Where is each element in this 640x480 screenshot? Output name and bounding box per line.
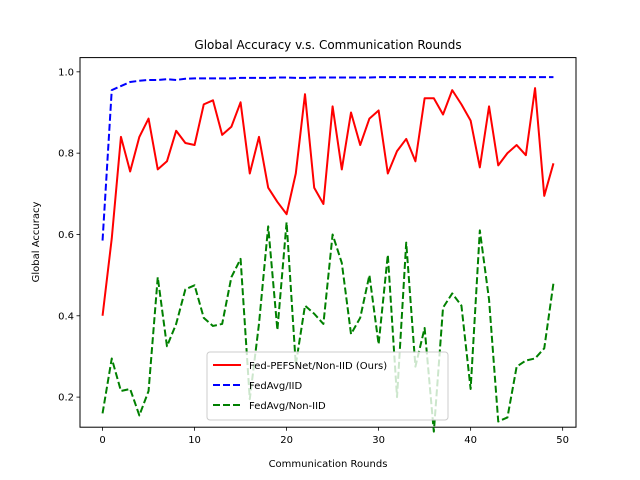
series-line-2 <box>101 221 555 433</box>
legend: Fed-PEFSNet/Non-IID (Ours) FedAvg/IID FedA… <box>206 351 449 421</box>
x-tick-label: 50 <box>556 435 569 446</box>
legend-label: FedAvg/IID <box>249 381 302 392</box>
x-tick-label: 40 <box>464 435 477 446</box>
x-tick-label: 30 <box>372 435 385 446</box>
y-tick-label: 0.6 <box>58 230 74 241</box>
legend-box <box>206 351 449 421</box>
y-tick-label: 0.8 <box>58 149 74 160</box>
y-tick-label: 0.2 <box>58 393 74 404</box>
y-tick-label: 1.0 <box>58 67 74 78</box>
legend-label: Fed-PEFSNet/Non-IID (Ours) <box>249 361 387 372</box>
x-tick-label: 0 <box>99 435 105 446</box>
plot-frame <box>79 57 577 428</box>
legend-label: FedAvg/Non-IID <box>249 401 326 412</box>
axes-layer: 0 10 20 30 40 50 0.2 0.4 0.6 0.8 1.0 <box>58 67 569 446</box>
x-axis-title: Communication Rounds <box>269 459 388 470</box>
x-tick-label: 20 <box>280 435 293 446</box>
series-line-0 <box>101 87 555 316</box>
x-tick-label: 10 <box>188 435 201 446</box>
chart-title: Global Accuracy v.s. Communication Round… <box>194 38 461 52</box>
series-layer <box>101 76 555 433</box>
y-axis-title: Global Accuracy <box>31 202 42 283</box>
y-tick-label: 0.4 <box>58 311 74 322</box>
